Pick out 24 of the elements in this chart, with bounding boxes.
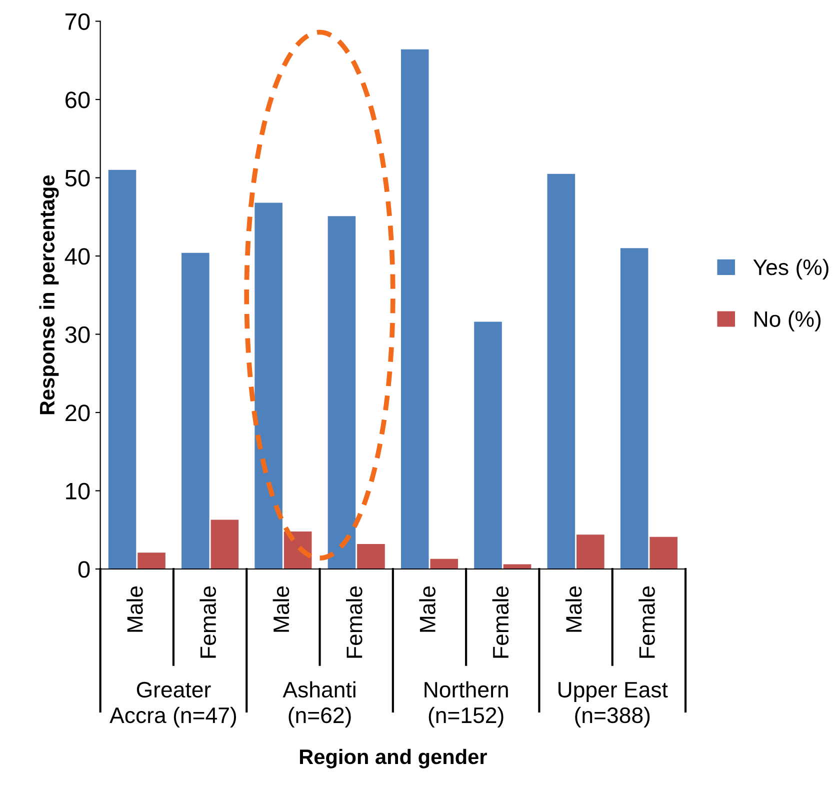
- x-tick-label: Male: [126, 586, 143, 632]
- y-tick-label: 0: [78, 561, 90, 578]
- y-axis-title: Response in percentage: [39, 175, 59, 414]
- y-tick-label: 50: [65, 170, 90, 187]
- y-tick-label: 60: [66, 92, 90, 108]
- y-tick-label: 10: [66, 482, 90, 500]
- y-tick-label: 30: [65, 326, 90, 344]
- x-tick-label: Female: [200, 586, 216, 658]
- y-tick-label: 20: [66, 404, 90, 422]
- y-tick-label: 70: [66, 13, 90, 30]
- text: Northern (n=152): [424, 681, 508, 728]
- legend-label: Yes (%): [753, 258, 828, 280]
- legend-label: No (%): [754, 310, 821, 332]
- x-tick-label: Male: [419, 586, 436, 632]
- x-tick-label: Male: [272, 586, 290, 632]
- x-tick-label: Male: [565, 586, 582, 632]
- x-tick-label: Female: [638, 586, 655, 658]
- text: Greater Accra (n=47): [110, 682, 236, 728]
- x-axis-title: Region and gender: [300, 748, 487, 768]
- x-tick-label: Female: [346, 586, 362, 658]
- text: Upper East (n=388): [558, 682, 668, 728]
- y-tick-label: 40: [64, 248, 90, 265]
- text: Ashanti (n=62): [282, 681, 356, 728]
- x-tick-label: Female: [492, 586, 509, 658]
